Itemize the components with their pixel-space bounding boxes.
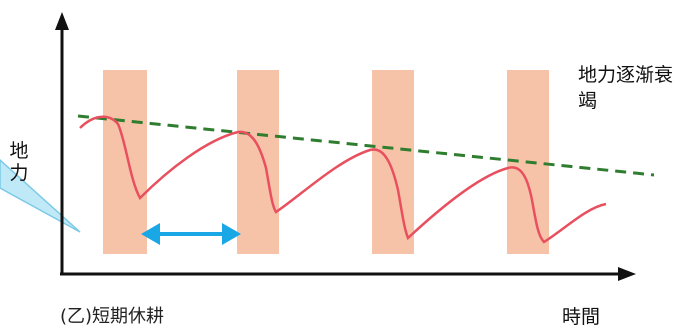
- soil-fertility-curve: [79, 115, 607, 244]
- fertility-decline-note: 地力逐渐衰竭: [578, 64, 674, 112]
- fallow-band-2: [237, 70, 279, 254]
- fallow-band-3: [372, 70, 414, 254]
- y-axis-arrowhead: [55, 12, 69, 30]
- x-axis-arrowhead: [618, 267, 636, 281]
- callout-pointer: [0, 158, 81, 233]
- fallow-band-1: [103, 70, 147, 254]
- diagram-caption: (乙)短期休耕: [60, 306, 165, 327]
- x-axis-label: 時間: [562, 306, 601, 328]
- cycle-arrow-left-head: [141, 223, 160, 245]
- y-axis-label: 地力: [9, 140, 29, 184]
- cycle-arrow-right-head: [222, 223, 241, 245]
- trend-line: [77, 114, 655, 177]
